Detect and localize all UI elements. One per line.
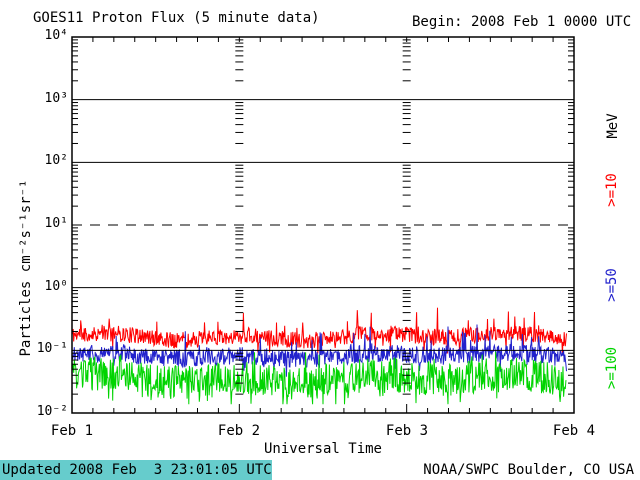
x-tick-label: Feb 4: [552, 423, 596, 439]
x-tick-label: Feb 2: [217, 423, 261, 439]
plot-frame: [71, 36, 575, 414]
updated-highlight-bar: [0, 460, 272, 480]
updated-timestamp: Updated 2008 Feb 3 23:01:05 UTC: [2, 462, 272, 478]
y-tick-label: 10⁴: [44, 28, 68, 43]
data-series: [71, 307, 567, 405]
chart-title: GOES11 Proton Flux (5 minute data): [33, 10, 320, 26]
flux-series: [71, 351, 567, 405]
y-tick-label: 10⁻²: [36, 404, 68, 419]
y-tick-label: 10²: [44, 153, 68, 168]
x-tick-label: Feb 3: [385, 423, 429, 439]
y-tick-label: 10³: [44, 91, 68, 106]
x-axis-title: Universal Time: [263, 441, 382, 457]
y-tick-label: 10⁻¹: [36, 341, 68, 356]
begin-timestamp: Begin: 2008 Feb 1 0000 UTC: [412, 14, 632, 30]
y-tick-label: 10⁰: [44, 279, 68, 294]
flux-series: [71, 307, 567, 354]
credit-text: NOAA/SWPC Boulder, CO USA: [423, 462, 634, 478]
legend-entry-ge100: >=100: [604, 346, 620, 390]
y-tick-label: 10¹: [44, 216, 68, 231]
grid-and-ticks: [72, 37, 574, 413]
legend-entry-ge10: >=10: [604, 173, 620, 207]
x-tick-label: Feb 1: [50, 423, 94, 439]
